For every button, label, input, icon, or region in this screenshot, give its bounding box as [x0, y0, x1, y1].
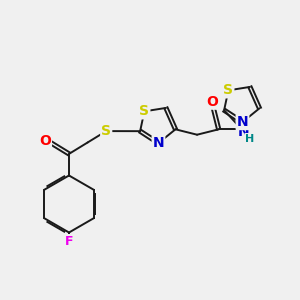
Text: H: H: [245, 134, 254, 144]
Text: O: O: [39, 134, 51, 148]
Text: N: N: [237, 115, 248, 129]
Text: N: N: [238, 125, 250, 139]
Text: S: S: [223, 83, 233, 97]
Text: S: S: [139, 104, 149, 118]
Text: O: O: [206, 95, 218, 109]
Text: F: F: [65, 235, 73, 248]
Text: S: S: [101, 124, 111, 138]
Text: N: N: [153, 136, 164, 150]
